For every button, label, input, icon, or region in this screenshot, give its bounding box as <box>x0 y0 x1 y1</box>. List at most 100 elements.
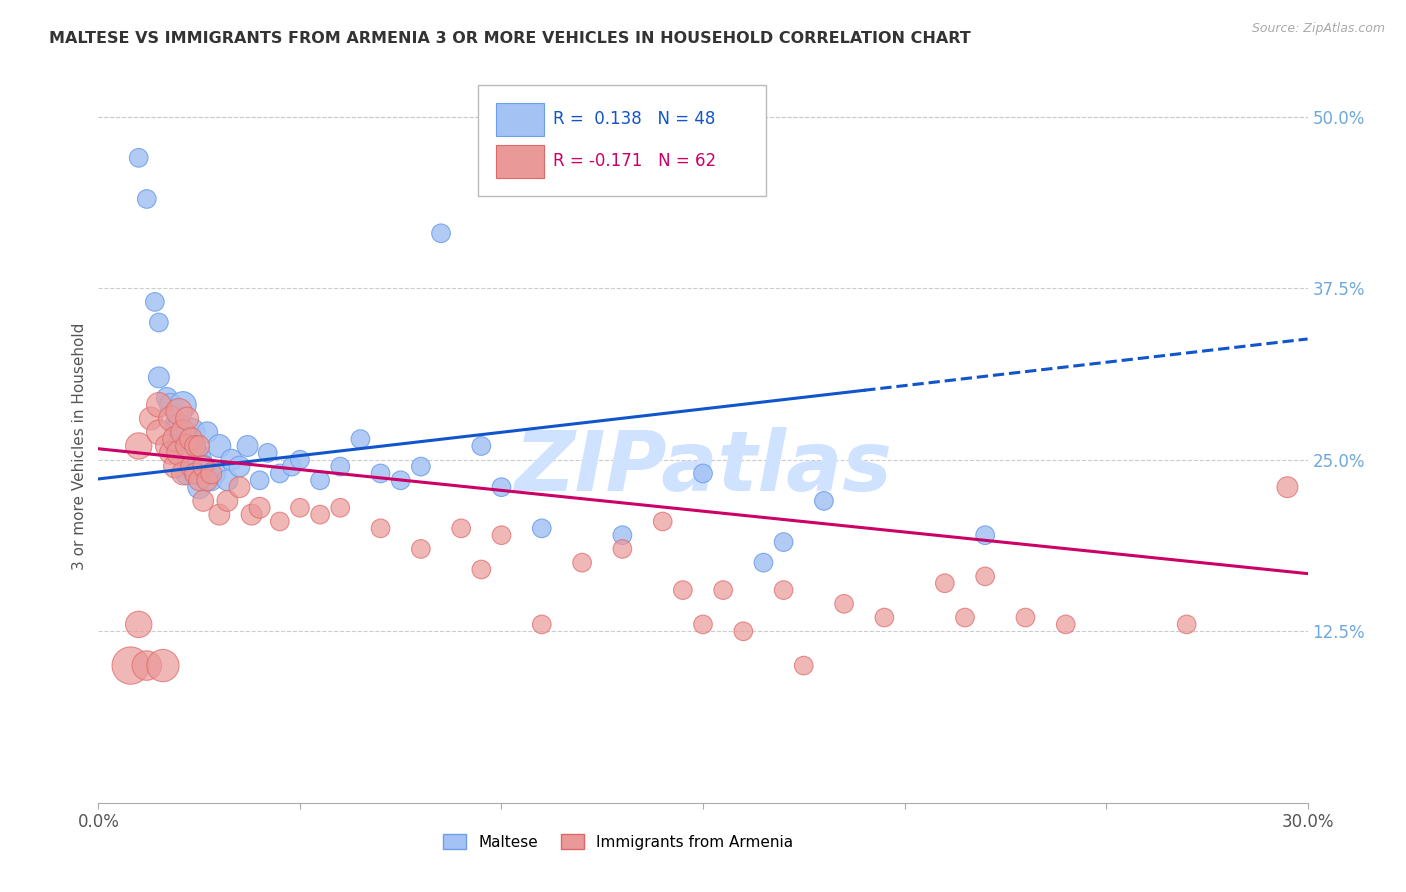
Legend: Maltese, Immigrants from Armenia: Maltese, Immigrants from Armenia <box>437 828 800 855</box>
Point <box>430 227 453 241</box>
Point <box>450 521 472 535</box>
Point <box>135 658 157 673</box>
Point <box>195 425 218 440</box>
Point <box>180 425 202 440</box>
Point <box>228 459 250 474</box>
Point <box>692 617 714 632</box>
Point <box>370 521 392 535</box>
Point <box>752 556 775 570</box>
Point <box>163 418 186 433</box>
Point <box>176 439 198 453</box>
Point <box>974 569 997 583</box>
Point <box>128 439 150 453</box>
Text: MALTESE VS IMMIGRANTS FROM ARMENIA 3 OR MORE VEHICLES IN HOUSEHOLD CORRELATION C: MALTESE VS IMMIGRANTS FROM ARMENIA 3 OR … <box>49 31 972 46</box>
Point <box>1277 480 1299 494</box>
Point <box>148 398 170 412</box>
Point <box>236 439 259 453</box>
Point <box>128 151 150 165</box>
Point <box>1014 610 1036 624</box>
Point <box>120 658 142 673</box>
Point <box>172 467 194 481</box>
Point <box>163 459 186 474</box>
Point <box>188 473 211 487</box>
Point <box>208 439 231 453</box>
Point <box>184 467 207 481</box>
Point <box>172 425 194 440</box>
Point <box>208 508 231 522</box>
Point <box>612 541 634 556</box>
Point <box>974 528 997 542</box>
Point <box>409 459 432 474</box>
Point <box>156 391 179 405</box>
Point <box>491 480 513 494</box>
Point <box>772 583 794 598</box>
Point <box>772 535 794 549</box>
Point <box>176 439 198 453</box>
Point <box>193 459 215 474</box>
Point <box>172 398 194 412</box>
Point <box>249 500 271 515</box>
Point <box>733 624 755 639</box>
Point <box>167 405 190 419</box>
Point <box>195 473 218 487</box>
Point <box>204 467 226 481</box>
Point <box>281 459 304 474</box>
Point <box>228 480 250 494</box>
Point <box>470 562 492 576</box>
Point <box>160 446 183 460</box>
Point <box>309 508 332 522</box>
Point <box>288 500 311 515</box>
Point <box>193 494 215 508</box>
Point <box>188 480 211 494</box>
Point <box>491 528 513 542</box>
Point <box>329 459 352 474</box>
Point <box>934 576 956 591</box>
Point <box>217 494 239 508</box>
Point <box>200 473 222 487</box>
Point <box>176 467 198 481</box>
Point <box>953 610 976 624</box>
Point <box>470 439 492 453</box>
Point <box>1175 617 1198 632</box>
Point <box>184 446 207 460</box>
Point <box>651 515 673 529</box>
Point <box>832 597 855 611</box>
Point <box>813 494 835 508</box>
Text: Source: ZipAtlas.com: Source: ZipAtlas.com <box>1251 22 1385 36</box>
Point <box>217 473 239 487</box>
Point <box>288 452 311 467</box>
Point <box>370 467 392 481</box>
Point <box>692 467 714 481</box>
Point <box>873 610 896 624</box>
Point <box>409 541 432 556</box>
Point <box>163 432 186 446</box>
Point <box>148 316 170 330</box>
Point <box>389 473 412 487</box>
Point <box>128 617 150 632</box>
Point <box>139 411 162 425</box>
Text: ZIPatlas: ZIPatlas <box>515 427 891 508</box>
Point <box>180 459 202 474</box>
Point <box>188 439 211 453</box>
Point <box>184 467 207 481</box>
Point <box>176 411 198 425</box>
Point <box>530 521 553 535</box>
Point <box>309 473 332 487</box>
Point <box>188 452 211 467</box>
Point <box>143 294 166 309</box>
Point <box>1054 617 1077 632</box>
Point <box>152 658 174 673</box>
Point <box>240 508 263 522</box>
Text: R = -0.171   N = 62: R = -0.171 N = 62 <box>553 152 716 169</box>
Point <box>711 583 734 598</box>
Point <box>156 439 179 453</box>
Point <box>530 617 553 632</box>
Point <box>167 418 190 433</box>
Point <box>180 432 202 446</box>
Point <box>160 411 183 425</box>
Point <box>349 432 371 446</box>
Point <box>329 500 352 515</box>
Point <box>167 446 190 460</box>
Point <box>672 583 695 598</box>
Point <box>269 515 291 529</box>
